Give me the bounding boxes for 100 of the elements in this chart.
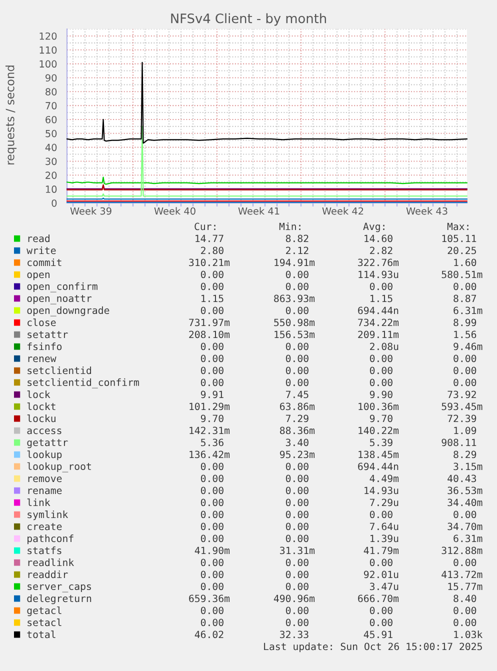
text: 34.70m — [448, 522, 482, 530]
text: 0.00 — [370, 606, 392, 614]
text: 31.31m — [280, 546, 315, 554]
text: 0.00 — [286, 270, 308, 278]
text: 0.00 — [200, 498, 224, 506]
chart-title: NFSv4 Client - by month — [171, 13, 326, 26]
text: 0.00 — [286, 366, 308, 374]
legend-label: renew — [28, 356, 56, 362]
text: 1.39u — [370, 534, 398, 542]
text: 1.09 — [454, 426, 476, 434]
text: 95.23m — [280, 450, 315, 458]
text: 9.90 — [370, 390, 392, 398]
text: 101.29m — [190, 402, 230, 410]
legend-label: pathconf — [28, 534, 74, 544]
text: 208.10m — [189, 330, 230, 338]
text: 580.51m — [442, 270, 482, 278]
legend-label: read — [28, 234, 50, 242]
text: 0.00 — [286, 606, 308, 614]
text: 41.90m — [194, 546, 230, 554]
y-tick-label: 20 — [46, 172, 57, 179]
text: 3.15m — [454, 462, 482, 470]
legend-label: lockt — [27, 402, 56, 410]
y-tick-label: 70 — [46, 102, 57, 110]
text: 2.82 — [370, 246, 392, 254]
y-tick-label: 0 — [52, 199, 57, 207]
text: 0.00 — [286, 558, 308, 566]
text: 310.21m — [189, 258, 230, 266]
text: 0.00 — [286, 474, 308, 482]
line-series — [66, 176, 468, 185]
text: 6.31m — [454, 534, 482, 542]
text: 100.36m — [358, 402, 399, 410]
y-axis-title: requests / second — [5, 66, 17, 164]
text: Max: — [447, 222, 468, 230]
y-tick-label: 50 — [46, 130, 57, 138]
text: 8.29 — [454, 450, 476, 458]
text: 8.40 — [454, 594, 476, 602]
text: 0.00 — [200, 522, 224, 530]
text: 0.00 — [200, 354, 224, 362]
legend-label: open_noattr — [27, 294, 92, 304]
text: 36.53m — [448, 486, 482, 494]
text: 863.93m — [274, 294, 315, 302]
x-tick-label: Week 40 — [154, 207, 196, 215]
text: 0.00 — [370, 510, 392, 518]
x-tick-label: Week 39 — [70, 207, 112, 215]
text: 0.00 — [286, 282, 308, 290]
text: 3.40 — [286, 438, 308, 446]
text: 14.60 — [364, 234, 392, 242]
text: 41.79m — [364, 546, 399, 554]
text: 6.31m — [454, 306, 482, 314]
text: 0.00 — [200, 534, 224, 542]
text: 0.00 — [286, 462, 308, 470]
legend-label: close — [28, 318, 56, 326]
text: 0.00 — [200, 558, 224, 566]
text: 0.00 — [454, 510, 476, 518]
legend-label: readlink — [28, 558, 74, 566]
y-tick-label: 10 — [46, 186, 57, 193]
text: 8.82 — [286, 234, 308, 242]
text: 9.46m — [454, 342, 482, 350]
text: 0.00 — [370, 558, 392, 566]
text: 9.70 — [370, 414, 392, 422]
y-tick-label: 30 — [46, 158, 57, 166]
text: 73.92 — [448, 390, 476, 398]
legend-label: readdir — [28, 570, 68, 578]
x-tick-label: Week 42 — [322, 207, 364, 215]
text: 1.15 — [370, 294, 392, 302]
text: 0.00 — [286, 582, 308, 590]
legend-label: setacl — [28, 618, 62, 626]
text: 0.00 — [200, 606, 224, 614]
text: 40.43 — [448, 474, 476, 482]
text: 0.00 — [454, 282, 476, 290]
legend-label: access — [27, 428, 62, 434]
legend-label: getacl — [27, 606, 62, 616]
legend-label: setclientid — [28, 366, 92, 374]
text: 0.00 — [454, 366, 476, 374]
text: 92.01u — [364, 570, 398, 578]
legend-label: fsinfo — [28, 342, 62, 350]
text: 0.00 — [200, 618, 224, 626]
text: 0.00 — [286, 486, 308, 494]
legend-label: locku — [27, 414, 56, 422]
text: 0.00 — [200, 342, 224, 350]
legend-label: delegreturn — [27, 594, 92, 604]
text: 0.00 — [286, 498, 308, 506]
text: 8.99 — [454, 318, 476, 326]
text: 0.00 — [370, 282, 392, 290]
text: 0.00 — [286, 306, 308, 314]
legend-label: link — [27, 498, 50, 506]
legend-label: server_caps — [28, 584, 91, 592]
y-tick-label: 100 — [40, 60, 57, 68]
text: Min: — [279, 222, 300, 230]
text: 3.47u — [370, 582, 398, 590]
text: 908.11 — [442, 438, 476, 446]
text: 0.00 — [454, 618, 476, 626]
text: 413.72m — [442, 570, 482, 578]
legend-label: lookup_root — [27, 462, 91, 472]
text: 72.39 — [448, 414, 476, 422]
text: 194.91m — [274, 258, 315, 266]
text: 20.25 — [448, 246, 476, 254]
text: 0.00 — [286, 570, 308, 578]
y-tick-label: 80 — [46, 88, 57, 96]
legend-label: lock — [27, 390, 50, 398]
